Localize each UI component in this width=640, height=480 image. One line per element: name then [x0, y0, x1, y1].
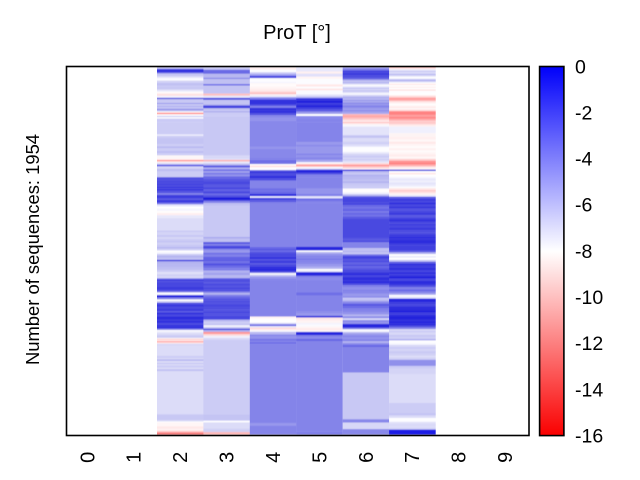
- svg-text:-10: -10: [575, 287, 603, 309]
- svg-text:-4: -4: [575, 149, 592, 171]
- svg-text:5: 5: [309, 452, 331, 463]
- svg-text:-12: -12: [575, 333, 603, 355]
- svg-text:7: 7: [402, 452, 424, 463]
- svg-text:0: 0: [77, 452, 99, 463]
- svg-text:-2: -2: [575, 102, 592, 124]
- svg-text:-6: -6: [575, 195, 592, 217]
- svg-text:3: 3: [217, 452, 239, 463]
- svg-text:-8: -8: [575, 241, 592, 263]
- svg-text:8: 8: [449, 452, 471, 463]
- svg-text:6: 6: [356, 452, 378, 463]
- svg-text:2: 2: [170, 452, 192, 463]
- svg-text:-14: -14: [575, 379, 603, 401]
- svg-text:-16: -16: [575, 425, 603, 447]
- svg-text:9: 9: [495, 452, 517, 463]
- svg-text:ProT [°]: ProT [°]: [263, 22, 331, 44]
- svg-text:4: 4: [263, 452, 285, 463]
- svg-text:1: 1: [124, 452, 146, 463]
- svg-text:0: 0: [575, 56, 586, 78]
- svg-text:Number of sequences: 1954: Number of sequences: 1954: [22, 134, 43, 365]
